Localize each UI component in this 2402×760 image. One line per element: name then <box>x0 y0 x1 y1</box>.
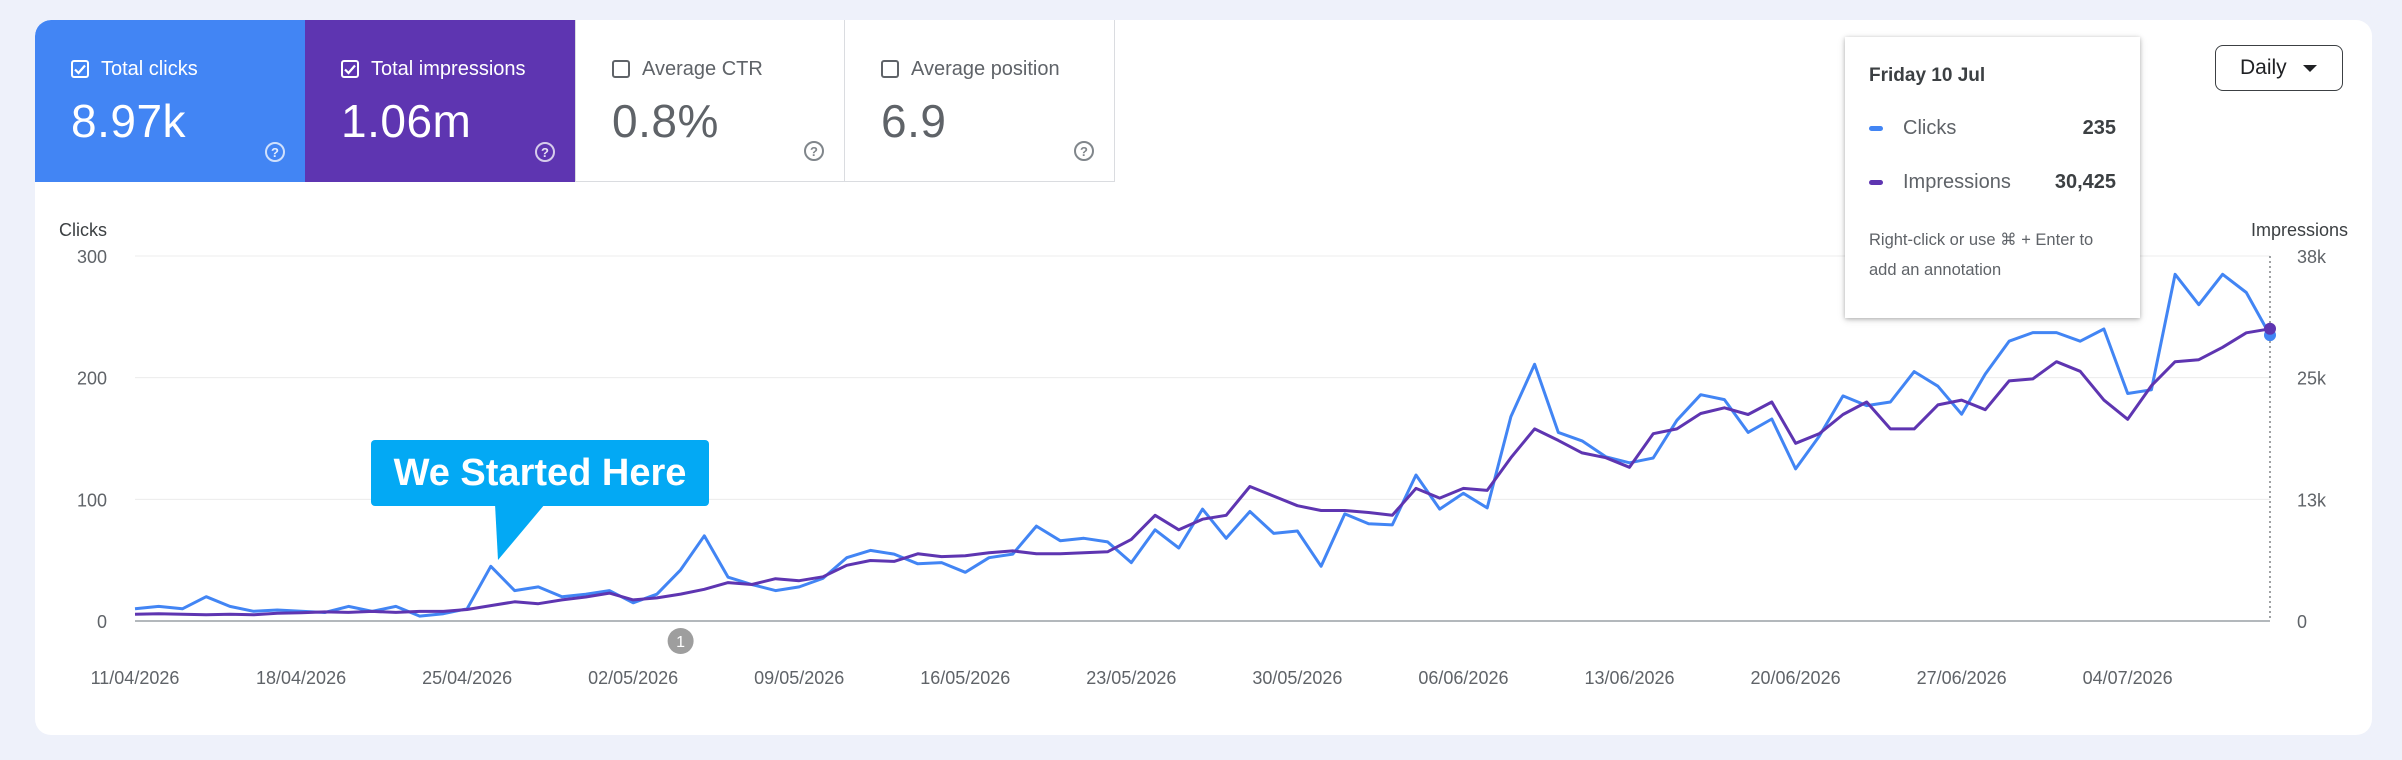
help-icon[interactable]: ? <box>535 142 555 162</box>
annotation-marker-label: 1 <box>676 634 685 651</box>
right-tick-label: 25k <box>2297 369 2327 389</box>
x-tick-label: 23/05/2026 <box>1086 668 1176 688</box>
tooltip-hint: Right-click or use ⌘ + Enter to add an a… <box>1869 231 2094 279</box>
tooltip-row-value: 235 <box>2082 116 2116 139</box>
x-tick-label: 04/07/2026 <box>2083 668 2173 688</box>
tooltip-row-impressions: Impressions 30,425 <box>1869 169 2116 195</box>
metric-value: 0.8% <box>612 95 719 147</box>
hover-tooltip: Friday 10 Jul Clicks 235 Impressions 30,… <box>1845 37 2140 318</box>
checkbox-checked-icon[interactable] <box>71 60 89 78</box>
x-tick-label: 02/05/2026 <box>588 668 678 688</box>
metric-label: Total impressions <box>371 57 526 80</box>
x-tick-label: 06/06/2026 <box>1418 668 1508 688</box>
metric-card-average-position[interactable]: Average position 6.9 ? <box>845 20 1115 182</box>
x-tick-label: 11/04/2026 <box>91 668 180 688</box>
series-line-clicks <box>134 272 2272 618</box>
series-swatch <box>1869 179 1883 185</box>
metric-card-total-clicks[interactable]: Total clicks 8.97k ? <box>35 20 305 182</box>
tooltip-row-label: Clicks <box>1903 116 1957 139</box>
left-tick-label: 200 <box>77 369 107 389</box>
metric-card-total-impressions[interactable]: Total impressions 1.06m ? <box>305 20 575 182</box>
metric-value: 6.9 <box>881 95 947 147</box>
help-icon[interactable]: ? <box>804 141 824 161</box>
left-axis-title: Clicks <box>59 220 107 240</box>
right-axis-title: Impressions <box>2251 220 2348 240</box>
metric-value: 8.97k <box>71 95 187 147</box>
checkbox-unchecked-icon[interactable] <box>881 60 899 78</box>
performance-panel: 0 0 100 13k 200 25k 300 38k Clicks Impressions 11… <box>35 20 2372 735</box>
metric-label: Average CTR <box>642 57 763 80</box>
checkbox-unchecked-icon[interactable] <box>612 60 630 78</box>
series-line-impressions <box>134 327 2271 617</box>
x-tick-label: 30/05/2026 <box>1252 668 1342 688</box>
x-tick-label: 13/06/2026 <box>1584 668 1674 688</box>
granularity-value: Daily <box>2240 56 2287 79</box>
left-tick-label: 300 <box>77 247 107 267</box>
tooltip-date: Friday 10 Jul <box>1869 65 1986 86</box>
tooltip-row-clicks: Clicks 235 <box>1869 115 2116 141</box>
metric-value: 1.06m <box>341 95 472 147</box>
metric-card-average-ctr[interactable]: Average CTR 0.8% ? <box>575 20 845 182</box>
x-tick-label: 25/04/2026 <box>422 668 512 688</box>
help-icon[interactable]: ? <box>265 142 285 162</box>
checkbox-checked-icon[interactable] <box>341 60 359 78</box>
tooltip-row-value: 30,425 <box>2054 170 2116 193</box>
callout-annotation: We Started Here <box>371 440 709 506</box>
granularity-dropdown[interactable]: Daily <box>2215 45 2343 91</box>
caret-down-icon <box>2302 64 2317 72</box>
hover-point-impressions <box>2264 322 2276 335</box>
metric-label: Total clicks <box>101 57 198 80</box>
x-tick-label: 16/05/2026 <box>920 668 1010 688</box>
x-tick-label: 20/06/2026 <box>1751 668 1841 688</box>
right-tick-label: 13k <box>2297 490 2327 510</box>
left-tick-label: 0 <box>97 612 107 632</box>
x-tick-label: 09/05/2026 <box>754 668 844 688</box>
metric-label: Average position <box>911 57 1060 80</box>
right-tick-label: 0 <box>2297 612 2307 632</box>
x-tick-label: 27/06/2026 <box>1917 668 2007 688</box>
tooltip-row-label: Impressions <box>1903 170 2011 193</box>
right-tick-label: 38k <box>2297 247 2327 267</box>
left-tick-label: 100 <box>77 490 107 510</box>
annotation-marker-icon <box>667 628 694 654</box>
series-swatch <box>1869 125 1883 131</box>
help-icon[interactable]: ? <box>1074 141 1094 161</box>
x-tick-label: 18/04/2026 <box>256 668 346 688</box>
